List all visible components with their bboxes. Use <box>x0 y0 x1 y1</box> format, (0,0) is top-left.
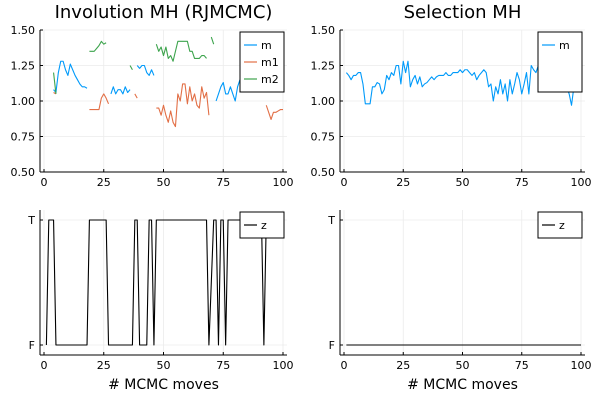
legend-label-m2: m2 <box>261 73 279 86</box>
y-tick-label: 0.75 <box>11 131 36 144</box>
x-tick-label: 75 <box>515 359 529 372</box>
x-tick-label: 50 <box>157 176 171 189</box>
x-tick-label: 100 <box>273 359 294 372</box>
legend-label-z: z <box>559 219 565 232</box>
y-tick-label: T <box>27 214 35 227</box>
y-tick-label: F <box>29 339 35 352</box>
legend: z <box>537 211 583 239</box>
y-tick-label: 1.00 <box>311 95 336 108</box>
series-line-m1 <box>53 83 283 128</box>
x-tick-label: 25 <box>97 359 111 372</box>
x-axis-label: # MCMC moves <box>108 377 219 393</box>
x-tick-label: 100 <box>571 176 592 189</box>
legend-label-m: m <box>261 39 272 52</box>
x-tick-label: 75 <box>515 176 529 189</box>
y-tick-label: T <box>327 214 335 227</box>
series-line-m <box>53 60 265 102</box>
y-tick-label: 1.25 <box>311 60 336 73</box>
x-tick-label: 0 <box>341 359 348 372</box>
x-tick-label: 0 <box>41 359 48 372</box>
chart-panel-3: 0 25 50 75 100 F T # MCMC moves z <box>27 210 294 393</box>
chart-title: Involution MH (RJMCMC) <box>55 2 273 23</box>
x-tick-label: 25 <box>396 359 410 372</box>
x-tick-label: 75 <box>216 359 230 372</box>
series-line-z <box>45 219 283 346</box>
legend-box <box>537 31 583 93</box>
y-tick-label: 1.50 <box>11 24 36 37</box>
x-tick-label: 75 <box>216 176 230 189</box>
x-tick-label: 25 <box>396 176 410 189</box>
legend: m m1 m2 <box>239 31 285 93</box>
chart-title: Selection MH <box>404 2 522 23</box>
x-tick-label: 0 <box>341 176 348 189</box>
y-tick-label: 1.25 <box>11 60 36 73</box>
legend-label-m: m <box>559 39 570 52</box>
legend-box <box>537 211 583 239</box>
x-tick-label: 50 <box>456 176 470 189</box>
x-tick-label: 50 <box>456 359 470 372</box>
y-tick-label: F <box>329 339 335 352</box>
x-tick-label: 50 <box>157 359 171 372</box>
series-line-m2 <box>53 36 215 94</box>
x-tick-label: 100 <box>273 176 294 189</box>
legend: m <box>537 31 583 93</box>
legend-label-z: z <box>261 219 267 232</box>
x-tick-label: 0 <box>41 176 48 189</box>
x-tick-label: 100 <box>571 359 592 372</box>
x-axis-label: # MCMC moves <box>407 377 518 393</box>
y-tick-label: 1.00 <box>11 95 36 108</box>
chart-panel-1: 0 25 50 75 100 0.50 0.75 1.00 1.25 1.50 Involution… <box>11 2 294 189</box>
chart-panel-4: 0 25 50 75 100 F T # MCMC moves z <box>327 210 592 393</box>
y-tick-label: 0.75 <box>311 131 336 144</box>
y-tick-label: 0.50 <box>11 166 36 179</box>
y-tick-label: 0.50 <box>311 166 336 179</box>
legend: z <box>239 211 285 239</box>
legend-label-m1: m1 <box>261 56 279 69</box>
chart-panel-2: 0 25 50 75 100 0.50 0.75 1.00 1.25 1.50 Selection … <box>311 2 592 189</box>
x-tick-label: 25 <box>97 176 111 189</box>
y-tick-label: 1.50 <box>311 24 336 37</box>
